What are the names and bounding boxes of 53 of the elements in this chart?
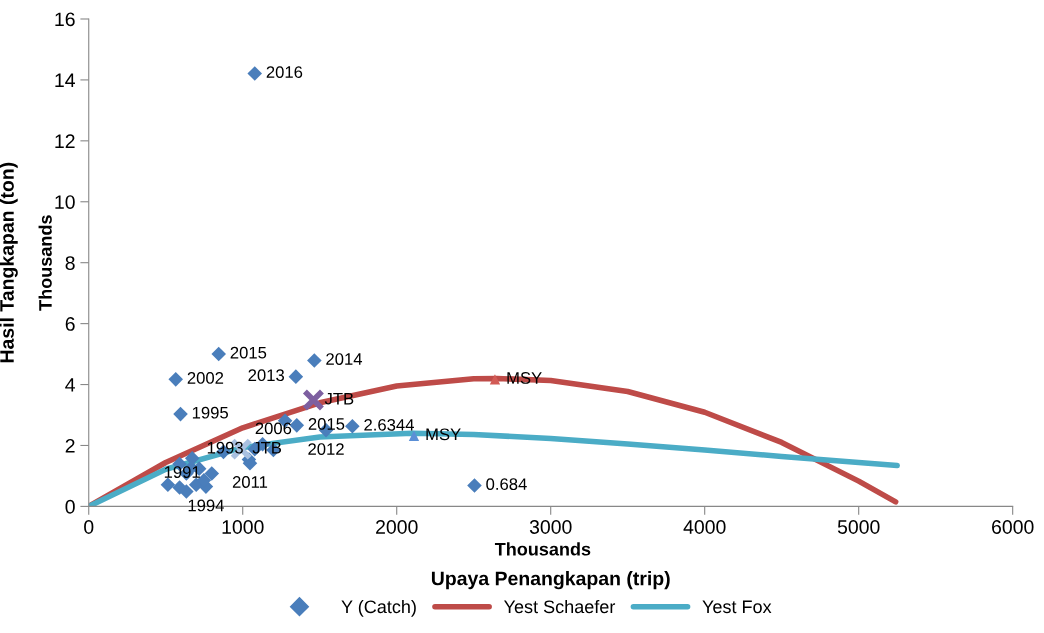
point (160, 477, 176, 493)
annotation: 2012 (308, 443, 344, 455)
y-tick-label: 0 (65, 499, 75, 514)
x-tick-label: 6000 (992, 520, 1034, 534)
legend-label: Y (Catch) (341, 599, 416, 617)
point (247, 66, 263, 81)
x-tick-label: 2000 (376, 520, 418, 534)
annotation: 1995 (192, 406, 229, 419)
point (467, 478, 482, 493)
y-tick-label: 8 (65, 256, 75, 270)
point (345, 419, 360, 434)
point (307, 353, 322, 368)
annotation: 2016 (266, 66, 303, 78)
annotation: 2015 (230, 346, 267, 359)
annotation: 1993 (207, 441, 243, 454)
x-axis-title: Upaya Penangkapan (trip) (431, 571, 670, 590)
x-tick-label: 1000 (222, 520, 264, 534)
annotation: 2.6344 (364, 418, 414, 431)
point (489, 374, 501, 385)
y-tick-label: 14 (55, 73, 75, 87)
annotation: 1994 (188, 499, 224, 512)
y-tick-label: 10 (55, 195, 75, 210)
x-tick-label: 5000 (837, 520, 880, 534)
text: Thousands (38, 215, 52, 311)
legend-label: Yest Schaefer (503, 599, 616, 614)
annotation: 2015 (308, 418, 345, 430)
text: Thousands (494, 542, 591, 556)
point (211, 346, 226, 362)
legend-label: Yest Fox (702, 600, 772, 614)
annotation: 2013 (248, 369, 285, 382)
x-tick-label: 0 (84, 520, 94, 534)
point (172, 480, 187, 495)
point (173, 406, 188, 422)
point (288, 369, 304, 384)
point (289, 418, 305, 433)
annotation: 2002 (187, 372, 224, 384)
point (302, 388, 325, 412)
point (184, 450, 200, 466)
annotation: 2006 (255, 422, 292, 435)
point (168, 372, 184, 387)
y-tick-label: 6 (65, 317, 75, 331)
y-tick-label: 2 (65, 438, 75, 453)
annotation: 2011 (232, 476, 268, 488)
point (408, 430, 420, 441)
y-tick-label: 4 (65, 378, 75, 392)
annotation: 0.684 (486, 478, 527, 491)
x-tick-label: 3000 (529, 520, 572, 534)
annotation: 2014 (326, 353, 363, 365)
y-tick-label: 12 (55, 134, 75, 148)
point (204, 466, 220, 481)
x-tick-label: 4000 (683, 520, 726, 534)
y-axis-title: Hasil Tangkapan (ton) (0, 162, 18, 363)
y-tick-label: 16 (55, 12, 75, 27)
